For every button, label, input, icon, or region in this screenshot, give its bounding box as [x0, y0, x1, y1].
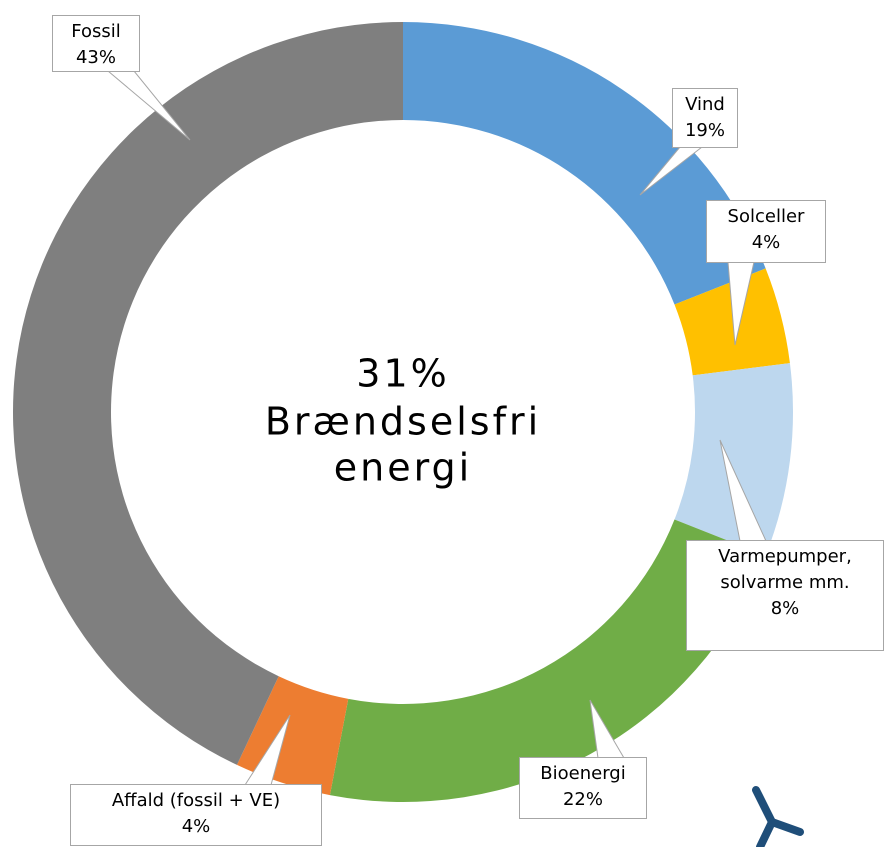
value-label: 4% [181, 816, 211, 837]
value-label: 43% [75, 47, 116, 68]
donut-segment [674, 268, 790, 376]
donut-segment [674, 363, 794, 556]
category-label: Bioenergi [540, 763, 626, 784]
value-label: 4% [751, 232, 781, 253]
ring [12, 22, 794, 802]
donut-segment [403, 22, 766, 305]
center-text: 31% [356, 352, 449, 396]
category-label: Varmepumper, solvarme mm. [718, 546, 852, 593]
category-label: Fossil [71, 21, 121, 42]
value-label: 22% [562, 789, 603, 810]
data-label: Solceller 4% [706, 200, 826, 263]
value-label: 8% [770, 598, 800, 619]
donut-segment [12, 22, 403, 765]
data-label: Affald (fossil + VE) 4% [70, 784, 322, 846]
pointers [106, 70, 767, 786]
donut-segment [329, 519, 766, 802]
data-label: Bioenergi 22% [519, 757, 647, 819]
data-label: Fossil 43% [52, 15, 140, 72]
category-label: Vind [685, 94, 725, 115]
center-text: energi [334, 446, 472, 490]
center-text: Brændselsfri [265, 400, 541, 444]
category-label: Solceller [727, 206, 805, 227]
data-label: Vind 19% [672, 88, 738, 148]
category-label: Affald (fossil + VE) [111, 790, 281, 811]
data-label: Varmepumper, solvarme mm. 8% [686, 540, 884, 651]
turbine-icon [752, 786, 804, 847]
value-label: 19% [684, 120, 725, 141]
